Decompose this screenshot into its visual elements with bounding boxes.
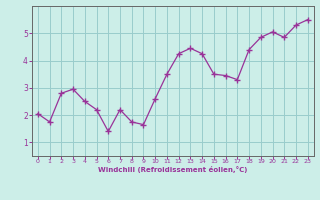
X-axis label: Windchill (Refroidissement éolien,°C): Windchill (Refroidissement éolien,°C) (98, 166, 247, 173)
